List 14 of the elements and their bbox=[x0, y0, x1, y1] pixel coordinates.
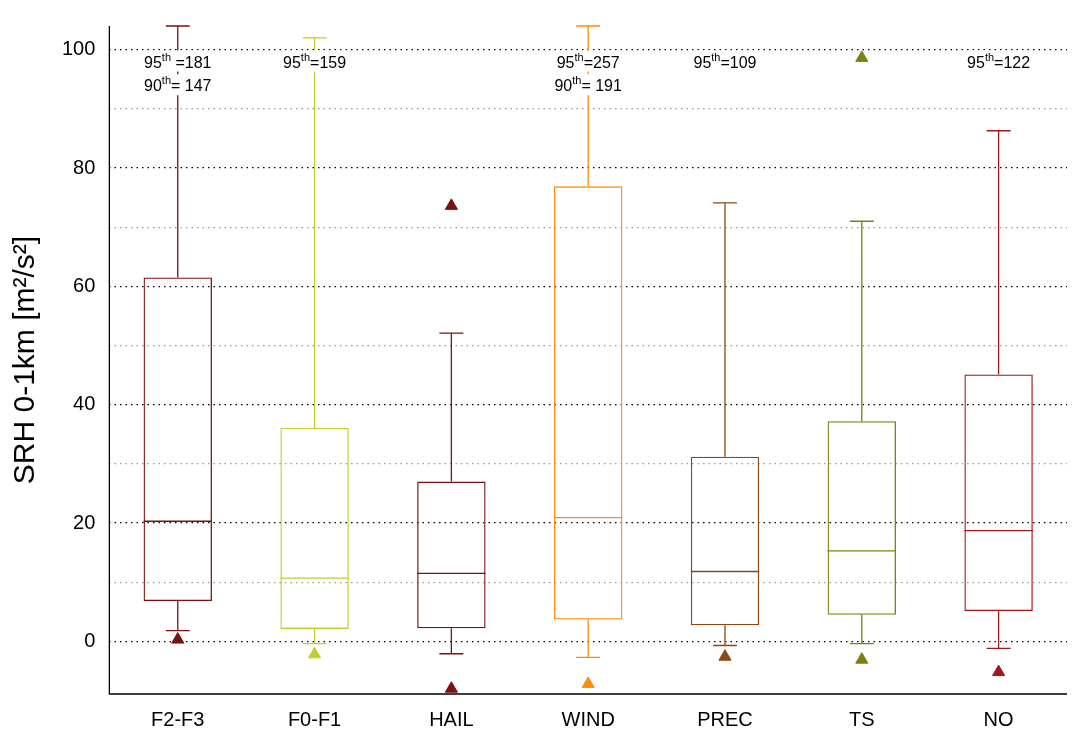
x-tick-label: NO bbox=[983, 707, 1014, 730]
x-tick-label: F0-F1 bbox=[287, 707, 342, 730]
x-tick-label: WIND bbox=[561, 707, 615, 730]
y-tick-label: 80 bbox=[73, 155, 96, 178]
x-tick-label: TS bbox=[849, 707, 875, 730]
y-axis-title: SRH 0-1km [m²/s²] bbox=[7, 235, 41, 485]
y-tick-label: 20 bbox=[73, 510, 96, 533]
y-tick-label: 100 bbox=[61, 37, 96, 60]
x-tick-label: F2-F3 bbox=[151, 707, 205, 730]
x-tick-label: PREC bbox=[697, 707, 753, 730]
y-tick-label: 40 bbox=[73, 392, 96, 415]
y-tick-label: 0 bbox=[84, 628, 96, 651]
y-tick-label: 60 bbox=[73, 273, 96, 296]
x-tick-label: HAIL bbox=[429, 707, 474, 730]
